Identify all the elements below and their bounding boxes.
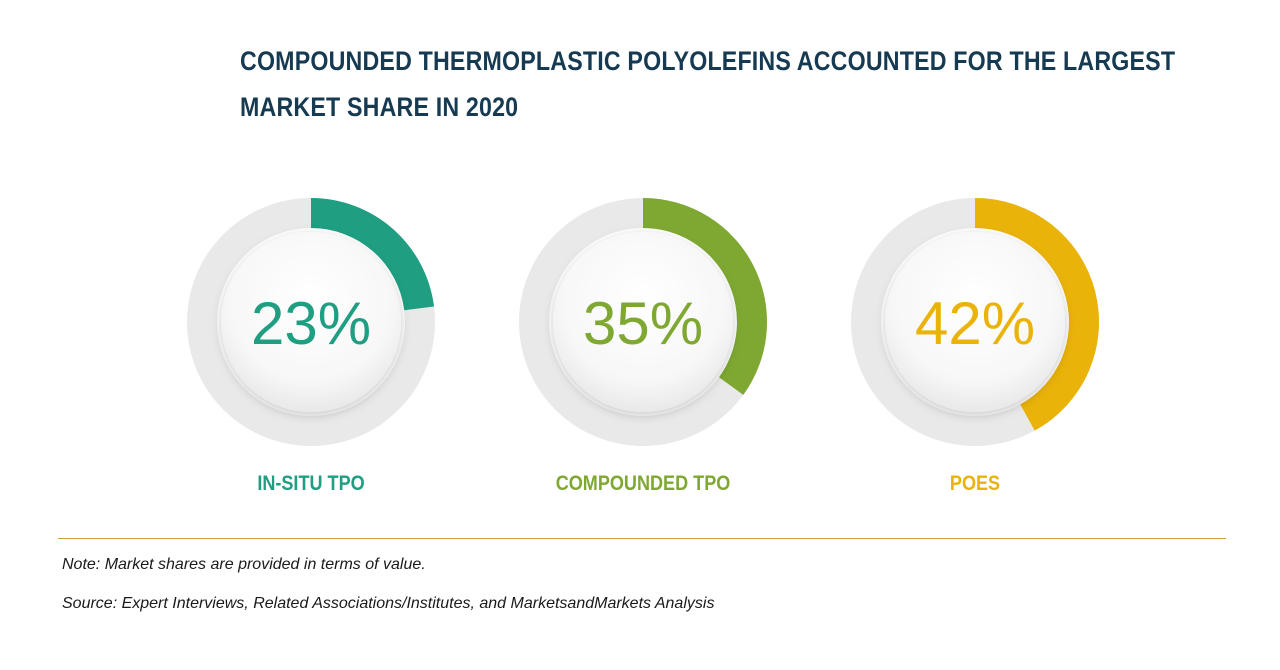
donut-value-label-compounded-tpo: 35% — [583, 290, 703, 357]
donut-center-poes — [885, 232, 1065, 412]
donut-slice-poes — [975, 198, 1099, 431]
chart-title-line-2: MARKET SHARE IN 2020 — [240, 92, 519, 122]
chart-title-line-1: COMPOUNDED THERMOPLASTIC POLYOLEFINS ACC… — [240, 46, 1176, 76]
donut-slice-compounded-tpo — [643, 198, 767, 395]
donut-label-poes: POES — [949, 472, 1001, 495]
footnote-note: Note: Market shares are provided in term… — [62, 556, 426, 573]
donut-center-compounded-tpo — [553, 232, 733, 412]
donut-value-label-in-situ-tpo: 23% — [251, 290, 371, 357]
donut-slice-in-situ-tpo — [311, 198, 435, 311]
donut-charts: 23% 35% 42% — [187, 198, 1099, 446]
footnote-source: Source: Expert Interviews, Related Assoc… — [62, 595, 715, 612]
footer-divider — [58, 538, 1226, 539]
donut-value-label-poes: 42% — [915, 290, 1035, 357]
chart-title: COMPOUNDED THERMOPLASTIC POLYOLEFINS ACC… — [240, 38, 1176, 130]
donut-label-in-situ-tpo: IN-SITU TPO — [257, 472, 365, 495]
donut-center-in-situ-tpo — [221, 232, 401, 412]
donut-label-compounded-tpo: COMPOUNDED TPO — [555, 472, 731, 495]
